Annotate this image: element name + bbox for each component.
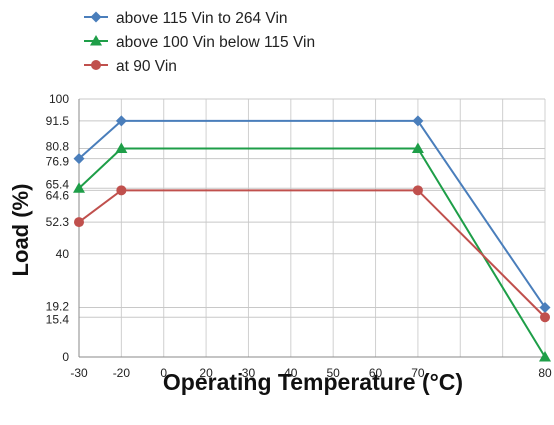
y-tick-label: 15.4: [46, 312, 70, 326]
y-tick-label: 40: [56, 247, 70, 261]
x-tick-label: 60: [369, 366, 383, 380]
data-point: [115, 142, 128, 154]
series-line: [78, 147, 546, 358]
y-tick-label: 19.2: [46, 299, 70, 313]
data-point: [411, 142, 424, 154]
legend-swatch-marker: [91, 60, 101, 70]
x-tick-label: 80: [538, 366, 552, 380]
x-tick-label: 40: [284, 366, 298, 380]
x-tick-label: 30: [242, 366, 256, 380]
data-point: [116, 185, 127, 196]
data-point: [539, 351, 551, 362]
legend-swatch-marker: [90, 35, 102, 46]
y-tick-label: 65.4: [46, 177, 70, 191]
data-point: [540, 312, 550, 323]
y-tick-label: 76.9: [46, 155, 70, 169]
series-layer: [73, 115, 551, 362]
legend-label: above 100 Vin below 115 Vin: [116, 34, 315, 51]
legend-label: at 90 Vin: [116, 58, 177, 75]
series-line: [78, 189, 546, 318]
data-point: [73, 182, 85, 193]
x-axis-title: Operating Temperature (°C): [163, 369, 463, 395]
x-tick-label: 0: [160, 366, 167, 380]
y-tick-label: 91.5: [46, 114, 70, 128]
legend-label: above 115 Vin to 264 Vin: [116, 10, 288, 27]
y-tick-label: 80.8: [46, 140, 70, 154]
y-tick-label: 52.3: [46, 215, 70, 229]
y-tick-label: 100: [49, 92, 69, 106]
x-tick-label: -30: [70, 366, 88, 380]
grid: [78, 98, 546, 358]
legend-swatch-marker: [90, 11, 102, 23]
data-point: [412, 185, 423, 196]
y-tick-label: 0: [62, 350, 69, 364]
x-tick-label: 20: [199, 366, 213, 380]
x-tick-label: 50: [327, 366, 341, 380]
data-point: [73, 153, 85, 165]
y-tick-label: 64.6: [46, 188, 70, 202]
plot-frame: [78, 99, 545, 358]
series-line: [78, 119, 546, 309]
tick-labels: 0 15.419.2 40 52.3 64.665.4 76.980.8 91.5 100 -3…: [46, 92, 552, 380]
y-axis-title: Load (%): [8, 184, 33, 277]
data-point: [539, 301, 551, 313]
data-point: [115, 115, 127, 127]
data-point: [412, 115, 424, 127]
x-tick-label: 70: [411, 366, 425, 380]
legend: above 115 Vin to 264 Vin above 100 Vin be…: [84, 10, 315, 75]
x-tick-label: -20: [113, 366, 131, 380]
data-point: [74, 217, 84, 228]
